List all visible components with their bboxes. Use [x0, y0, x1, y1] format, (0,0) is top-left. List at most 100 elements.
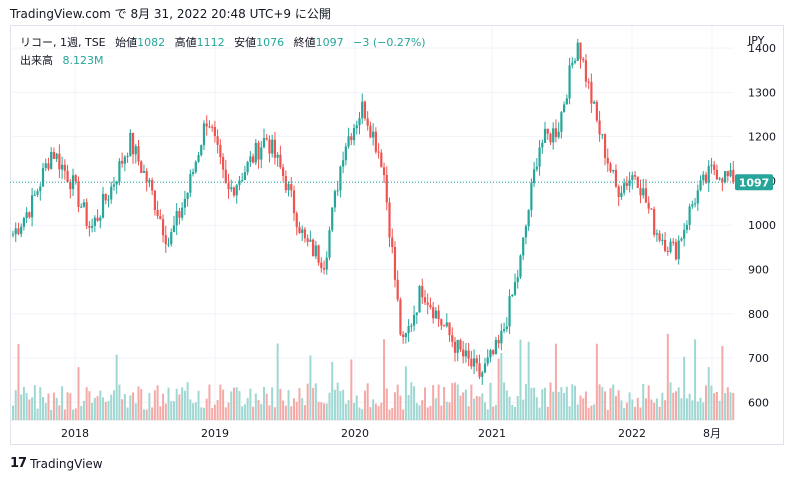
volume-bar	[500, 353, 503, 420]
tv-logo-icon: 17	[10, 456, 27, 471]
candle-body	[423, 297, 427, 303]
volume-bar	[489, 382, 492, 420]
x-tick-label: 2020	[341, 427, 369, 440]
volume-bar	[443, 387, 446, 420]
volume-legend: 出来高 8.123M	[20, 52, 103, 68]
volume-bar	[423, 387, 426, 420]
volume-bar	[672, 392, 675, 420]
volume-bar	[636, 397, 639, 420]
volume-bars	[12, 333, 735, 420]
volume-bar	[492, 406, 495, 420]
candle-body	[189, 174, 192, 193]
volume-bar	[396, 384, 399, 420]
candle-body	[309, 239, 312, 242]
volume-bar	[475, 395, 478, 420]
volume-bar	[252, 406, 255, 420]
volume-bar	[437, 384, 440, 420]
volume-bar	[50, 409, 53, 420]
volume-bar	[211, 408, 214, 420]
volume-bar	[260, 403, 263, 420]
x-axis: 2018 2019 2020 2021 2022 8月	[61, 427, 721, 440]
candle-body	[17, 228, 20, 234]
volume-bar	[374, 403, 377, 420]
volume-bar	[61, 386, 64, 420]
volume-bar	[631, 399, 634, 420]
candle-body	[522, 237, 525, 256]
candle-body	[295, 213, 298, 228]
candle-body	[434, 310, 437, 319]
candles	[11, 38, 735, 385]
volume-bar	[293, 398, 296, 420]
footer[interactable]: 17 TradingView	[10, 456, 103, 471]
candle-body	[118, 161, 121, 182]
candle-body	[628, 180, 631, 186]
volume-bar	[25, 392, 28, 420]
volume-bar	[353, 403, 356, 420]
volume-bar	[91, 402, 94, 420]
candle-body	[30, 195, 34, 218]
candle-body	[486, 357, 489, 364]
candle-body	[282, 167, 285, 177]
change-value: −3 (−0.27%)	[353, 36, 426, 49]
candle-body	[481, 372, 484, 377]
candle-body	[639, 187, 642, 196]
candle-body	[462, 349, 465, 357]
candle-body	[396, 279, 399, 300]
candle-body	[543, 128, 547, 143]
candle-body	[161, 219, 165, 236]
candle-body	[96, 217, 99, 221]
candle-body	[183, 198, 186, 208]
candle-body	[483, 363, 487, 373]
volume-bar	[426, 407, 429, 420]
volume-bar	[535, 397, 538, 420]
candle-body	[322, 267, 326, 270]
volume-bar	[478, 396, 481, 420]
volume-bar	[617, 390, 620, 420]
low-label: 安値	[234, 36, 257, 49]
volume-bar	[121, 399, 124, 420]
candle-body	[246, 161, 249, 173]
volume-bar	[494, 404, 497, 420]
volume-bar	[287, 390, 290, 420]
volume-bar	[328, 392, 331, 420]
volume-bar	[309, 355, 312, 420]
candle-body	[601, 134, 604, 136]
candle-body	[576, 42, 579, 61]
candle-body	[606, 157, 609, 164]
volume-bar	[377, 406, 380, 420]
volume-bar	[568, 406, 571, 420]
volume-bar	[172, 401, 175, 420]
volume-bar	[440, 405, 443, 420]
volume-bar	[265, 393, 268, 420]
candle-body	[104, 193, 107, 201]
volume-bar	[183, 390, 186, 420]
volume-bar	[642, 383, 645, 420]
candle-body	[159, 216, 162, 220]
x-tick-label: 2018	[61, 427, 89, 440]
volume-bar	[669, 382, 672, 420]
candle-body	[391, 237, 394, 248]
candle-body	[25, 212, 28, 218]
candle-body	[467, 350, 470, 359]
candle-body	[426, 302, 429, 305]
candle-body	[595, 101, 598, 121]
candle-body	[683, 229, 686, 239]
volume-bar	[99, 390, 102, 420]
candle-body	[164, 235, 167, 245]
candle-body	[175, 211, 178, 226]
candle-body	[530, 183, 533, 211]
volume-bar	[549, 382, 552, 420]
volume-bar	[156, 385, 159, 420]
candle-body	[429, 304, 432, 308]
y-axis: 60070080090010001100120013001400JPY	[747, 34, 776, 409]
candle-body	[590, 82, 593, 104]
volume-bar	[271, 387, 274, 420]
volume-bar	[238, 391, 241, 420]
candle-body	[129, 132, 132, 156]
volume-bar	[620, 400, 623, 420]
volume-bar	[123, 393, 126, 420]
volume-bar	[726, 387, 729, 420]
candle-body	[721, 178, 724, 183]
volume-bar	[683, 356, 686, 420]
